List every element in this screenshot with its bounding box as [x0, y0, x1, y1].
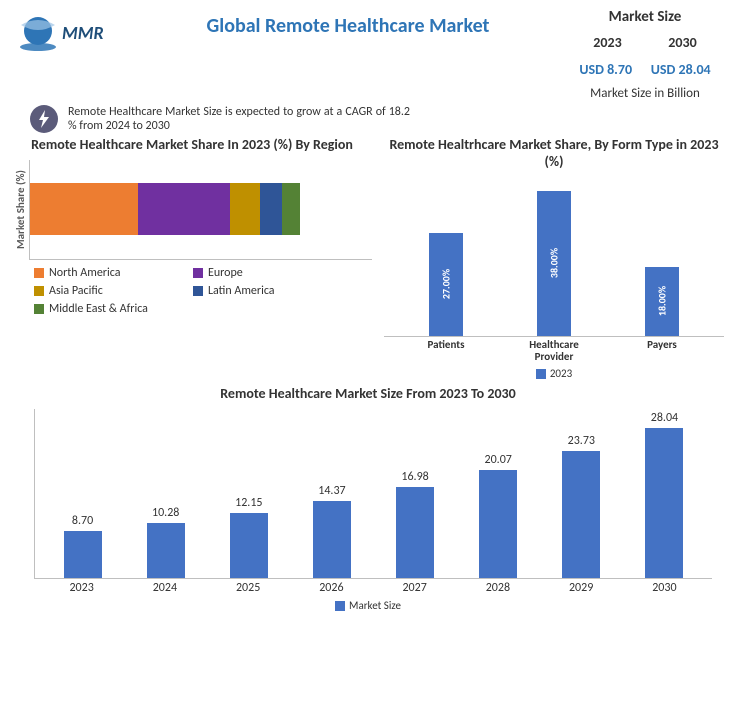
form-bar-group: 18.00%	[622, 267, 702, 336]
fc-bar	[562, 451, 600, 578]
legend-item: Latin America	[193, 284, 338, 298]
form-series-label: 2023	[550, 367, 572, 380]
fc-bar	[147, 523, 185, 578]
fc-year-label: 2023	[52, 581, 112, 595]
region-legend: North America Europe Asia Pacific Latin Ame…	[34, 266, 372, 316]
region-y-label: Market Share (%)	[12, 160, 29, 260]
region-seg	[30, 183, 138, 235]
fc-bar	[313, 501, 351, 578]
header: MMR Global Remote Healthcare Market Mark…	[0, 0, 736, 101]
form-cat-label: Payers	[622, 339, 702, 363]
form-chart-title: Remote Healtrhcare Market Share, By Form…	[384, 137, 724, 171]
fc-bar-group: 8.70	[53, 514, 113, 578]
form-bar: 38.00%	[537, 191, 571, 336]
subtext-row: Remote Healthcare Market Size is expecte…	[30, 105, 410, 133]
fc-year-label: 2026	[301, 581, 361, 595]
form-cat-labels: Patients Healthcare Provider Payers	[384, 339, 724, 363]
forecast-cat-labels: 2023 2024 2025 2026 2027 2028 2029 2030	[34, 581, 712, 595]
form-bar-value: 38.00%	[548, 248, 561, 278]
legend-item: North America	[34, 266, 179, 280]
fc-bar-value: 20.07	[485, 453, 512, 467]
fc-bar-value: 10.28	[152, 506, 179, 520]
size-year-a: 2023	[593, 34, 621, 51]
fc-bar-value: 16.98	[401, 470, 428, 484]
region-panel: Remote Healthcare Market Share In 2023 (…	[12, 137, 372, 380]
forecast-series-label: Market Size	[349, 599, 401, 612]
logo-text: MMR	[62, 22, 104, 44]
form-bar: 27.00%	[429, 233, 463, 336]
size-val-b: USD 28.04	[651, 61, 711, 78]
fc-year-label: 2027	[385, 581, 445, 595]
mmr-logo: MMR	[16, 8, 126, 58]
fc-year-label: 2030	[634, 581, 694, 595]
fc-bar-value: 14.37	[318, 484, 345, 498]
form-bar-value: 18.00%	[656, 286, 669, 316]
mid-row: Remote Healthcare Market Share In 2023 (…	[0, 137, 736, 380]
fc-bar-group: 10.28	[136, 506, 196, 578]
forecast-title: Remote Healthcare Market Size From 2023 …	[24, 386, 712, 403]
legend-item: Asia Pacific	[34, 284, 179, 298]
size-unit: Market Size in Billion	[570, 86, 720, 101]
fc-bar-value: 23.73	[568, 434, 595, 448]
fc-bar-group: 28.04	[634, 411, 694, 578]
fc-bar-group: 23.73	[551, 434, 611, 578]
bolt-icon	[30, 105, 58, 133]
fc-year-label: 2024	[135, 581, 195, 595]
region-seg	[138, 183, 230, 235]
fc-bar	[645, 428, 683, 578]
form-bar: 18.00%	[645, 267, 679, 336]
forecast-panel: Remote Healthcare Market Size From 2023 …	[0, 380, 736, 612]
page-title: Global Remote Healthcare Market	[126, 8, 570, 38]
fc-bar-value: 12.15	[235, 496, 262, 510]
region-chart-title: Remote Healthcare Market Share In 2023 (…	[12, 137, 372, 154]
globe-icon	[16, 11, 60, 55]
fc-bar-value: 8.70	[72, 514, 93, 528]
region-seg	[260, 183, 282, 235]
form-bar-value: 27.00%	[440, 269, 453, 299]
region-seg	[230, 183, 260, 235]
fc-bar-group: 14.37	[302, 484, 362, 578]
form-cat-label: Patients	[406, 339, 486, 363]
forecast-chart: 8.70 10.28 12.15 14.37 16.98 20.07 23.73 28.04	[34, 409, 712, 579]
fc-year-label: 2028	[468, 581, 528, 595]
fc-bar	[479, 470, 517, 577]
region-stacked-bar	[29, 160, 372, 260]
region-seg	[282, 183, 300, 235]
form-cat-label: Healthcare Provider	[514, 339, 594, 363]
legend-item: Europe	[193, 266, 338, 280]
fc-bar	[64, 531, 102, 578]
form-panel: Remote Healtrhcare Market Share, By Form…	[372, 137, 724, 380]
market-size-box: Market Size 2023 2030 USD 8.70 USD 28.04…	[570, 8, 720, 101]
fc-bar-group: 20.07	[468, 453, 528, 577]
fc-year-label: 2025	[218, 581, 278, 595]
form-legend: 2023	[384, 367, 724, 380]
size-label: Market Size	[570, 8, 720, 26]
form-bar-group: 27.00%	[406, 233, 486, 336]
forecast-legend: Market Size	[24, 599, 712, 612]
fc-bar-group: 16.98	[385, 470, 445, 578]
form-bar-group: 38.00%	[514, 191, 594, 336]
size-val-a: USD 8.70	[579, 61, 632, 78]
fc-bar	[396, 487, 434, 578]
fc-year-label: 2029	[551, 581, 611, 595]
legend-item: Middle East & Africa	[34, 302, 179, 316]
cagr-text: Remote Healthcare Market Size is expecte…	[68, 105, 410, 133]
fc-bar-value: 28.04	[651, 411, 678, 425]
size-year-b: 2030	[668, 34, 696, 51]
fc-bar-group: 12.15	[219, 496, 279, 578]
fc-bar	[230, 513, 268, 578]
form-chart: 27.00% 38.00% 18.00%	[384, 177, 724, 337]
